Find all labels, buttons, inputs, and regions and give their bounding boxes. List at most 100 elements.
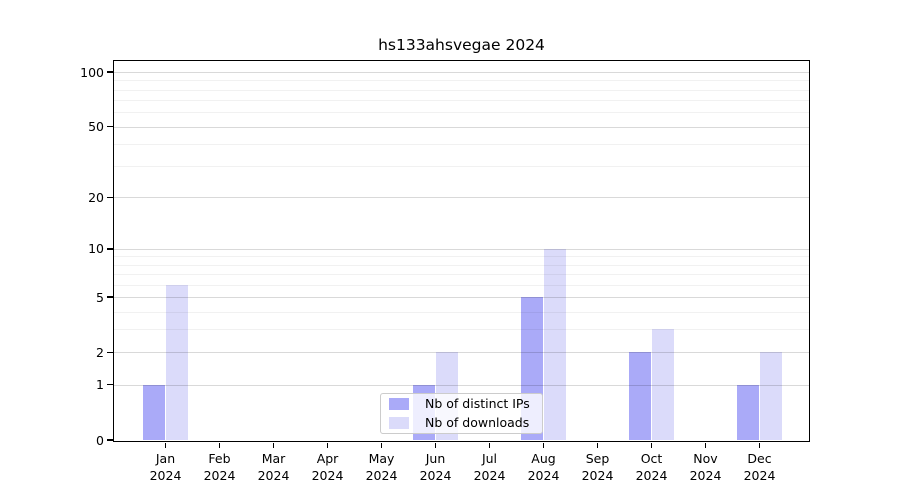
x-tick-label-line: Jul <box>481 451 498 466</box>
x-tick-label-line: Sep <box>585 451 610 466</box>
x-tick-label-jun-2024: Jun 2024 <box>396 450 476 484</box>
x-tick-label-line: Aug <box>531 451 556 466</box>
major-gridline-100 <box>114 72 809 74</box>
x-tick-label-line: May <box>368 451 395 466</box>
bar-nb-of-distinct-ips-dec-2024 <box>737 384 759 440</box>
x-tick-label-line: Dec <box>747 451 772 466</box>
bar-nb-of-downloads-oct-2024 <box>652 329 674 440</box>
x-tick-label-line: 2024 <box>203 468 236 483</box>
minor-gridline-8 <box>114 264 809 266</box>
x-tick-label-line: 2024 <box>581 468 614 483</box>
x-tick-nov-2024 <box>704 442 707 448</box>
minor-gridline-7 <box>114 274 809 276</box>
x-tick-label-line: 2024 <box>149 468 182 483</box>
y-tick-20 <box>107 196 113 198</box>
x-tick-label-mar-2024: Mar 2024 <box>234 450 314 484</box>
minor-gridline-40 <box>114 143 809 145</box>
x-tick-label-nov-2024: Nov 2024 <box>666 450 746 484</box>
x-tick-label-line: 2024 <box>689 468 722 483</box>
x-tick-label-dec-2024: Dec 2024 <box>720 450 800 484</box>
x-tick-aug-2024 <box>542 442 545 448</box>
x-tick-may-2024 <box>380 442 383 448</box>
legend-item-downloads: Nb of downloads <box>381 414 542 432</box>
x-tick-label-line: Mar <box>261 451 286 466</box>
bar-nb-of-downloads-aug-2024 <box>544 248 566 440</box>
x-tick-label-line: 2024 <box>365 468 398 483</box>
y-tick-100 <box>107 71 113 73</box>
x-tick-label-line: 2024 <box>419 468 452 483</box>
x-tick-label-sep-2024: Sep 2024 <box>558 450 638 484</box>
chart-title: hs133ahsvegae 2024 <box>378 36 545 54</box>
x-tick-label-line: 2024 <box>527 468 560 483</box>
x-tick-label-jan-2024: Jan 2024 <box>126 450 206 484</box>
y-tick-label-0: 0 <box>96 432 104 448</box>
bar-nb-of-downloads-jan-2024 <box>166 284 188 440</box>
x-tick-jun-2024 <box>434 442 437 448</box>
legend-label-distinct-ips: Nb of distinct IPs <box>425 396 530 411</box>
x-tick-label-line: Jan <box>155 451 176 466</box>
x-tick-label-oct-2024: Oct 2024 <box>612 450 692 484</box>
x-tick-label-line: Jun <box>425 451 446 466</box>
bar-nb-of-distinct-ips-oct-2024 <box>629 352 651 440</box>
y-tick-label-10: 10 <box>88 241 104 257</box>
x-tick-label-line: 2024 <box>743 468 776 483</box>
x-tick-label-may-2024: May 2024 <box>342 450 422 484</box>
x-tick-label-line: Nov <box>693 451 718 466</box>
major-gridline-20 <box>114 197 809 199</box>
x-tick-label-feb-2024: Feb 2024 <box>180 450 260 484</box>
y-tick-0 <box>107 439 113 441</box>
y-tick-2 <box>107 351 113 354</box>
bar-nb-of-downloads-dec-2024 <box>760 352 782 440</box>
legend-swatch-downloads <box>389 417 409 429</box>
x-tick-dec-2024 <box>758 442 761 448</box>
x-tick-jul-2024 <box>488 442 491 448</box>
x-tick-label-jul-2024: Jul 2024 <box>450 450 530 484</box>
y-tick-label-20: 20 <box>88 189 104 205</box>
x-tick-label-line: 2024 <box>473 468 506 483</box>
x-tick-label-line: 2024 <box>257 468 290 483</box>
x-tick-mar-2024 <box>272 442 275 448</box>
x-tick-label-line: Feb <box>208 451 231 466</box>
minor-gridline-4 <box>114 311 809 313</box>
minor-gridline-6 <box>114 284 809 286</box>
y-tick-label-1: 1 <box>96 377 104 393</box>
major-gridline-10 <box>114 248 809 250</box>
minor-gridline-60 <box>114 112 809 114</box>
legend-item-distinct-ips: Nb of distinct IPs <box>381 395 542 413</box>
minor-gridline-80 <box>114 89 809 91</box>
y-tick-10 <box>107 248 113 250</box>
x-tick-label-aug-2024: Aug 2024 <box>504 450 584 484</box>
legend-swatch-distinct-ips <box>389 398 409 410</box>
minor-gridline-70 <box>114 100 809 102</box>
major-gridline-2 <box>114 352 809 354</box>
x-tick-label-line: 2024 <box>635 468 668 483</box>
y-tick-5 <box>107 296 113 298</box>
minor-gridline-30 <box>114 166 809 168</box>
major-gridline-50 <box>114 126 809 128</box>
y-tick-label-50: 50 <box>88 119 104 135</box>
y-tick-label-5: 5 <box>96 289 104 305</box>
x-tick-label-line: 2024 <box>311 468 344 483</box>
legend-label-downloads: Nb of downloads <box>425 415 530 430</box>
x-tick-apr-2024 <box>326 442 329 448</box>
x-tick-label-line: Oct <box>640 451 663 466</box>
x-tick-sep-2024 <box>596 442 599 448</box>
x-tick-jan-2024 <box>164 442 167 448</box>
y-tick-50 <box>107 125 113 128</box>
major-gridline-5 <box>114 297 809 299</box>
minor-gridline-3 <box>114 329 809 331</box>
y-tick-1 <box>107 383 113 386</box>
major-gridline-1 <box>114 384 809 386</box>
plot-area: Nb of distinct IPs Nb of downloads 0 1 2 5 1… <box>80 60 810 483</box>
x-tick-label-line: Apr <box>316 451 339 466</box>
minor-gridline-90 <box>114 80 809 82</box>
y-tick-label-100: 100 <box>80 64 104 80</box>
bar-nb-of-distinct-ips-jan-2024 <box>143 384 165 440</box>
x-tick-feb-2024 <box>218 442 221 448</box>
x-tick-oct-2024 <box>650 442 653 448</box>
legend: Nb of distinct IPs Nb of downloads <box>380 393 543 434</box>
minor-gridline-9 <box>114 256 809 258</box>
y-tick-label-2: 2 <box>96 344 104 360</box>
x-tick-label-apr-2024: Apr 2024 <box>288 450 368 484</box>
